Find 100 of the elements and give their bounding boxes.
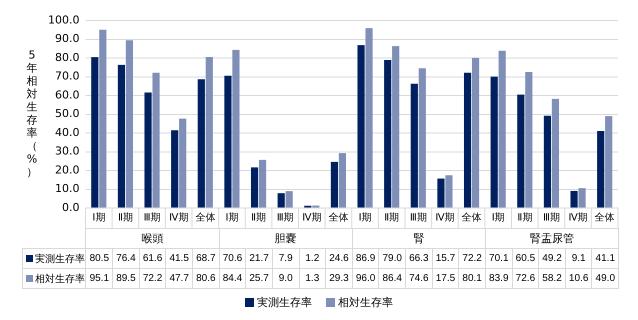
bar bbox=[410, 84, 418, 208]
data-label: 89.5 bbox=[112, 268, 140, 288]
x-tick-label: Ⅳ期 bbox=[302, 212, 322, 224]
x-tick-label: Ⅲ期 bbox=[410, 212, 427, 224]
bar bbox=[198, 79, 205, 208]
text: 5年相対生存率（%） bbox=[26, 48, 38, 179]
x-tick-label: Ⅲ期 bbox=[144, 212, 161, 224]
x-tick-label: Ⅰ期 bbox=[225, 212, 238, 224]
data-label: 80.5 bbox=[86, 248, 113, 268]
bar bbox=[338, 153, 346, 208]
text: 喉頭 bbox=[86, 228, 220, 248]
bar bbox=[179, 118, 186, 208]
bar bbox=[99, 30, 106, 208]
data-label: 9.1 bbox=[565, 248, 592, 268]
data-label: 95.1 bbox=[86, 268, 113, 288]
data-label: 10.6 bbox=[565, 268, 592, 288]
x-tick-label: Ⅰ期 bbox=[492, 212, 505, 224]
legend-label: 実測生存率 bbox=[35, 252, 85, 266]
bar bbox=[498, 50, 506, 208]
text: 実測生存率 bbox=[257, 296, 312, 309]
x-tick-label: 全体 bbox=[594, 212, 615, 224]
data-label: 86.4 bbox=[378, 268, 406, 288]
bar bbox=[357, 45, 365, 208]
bar bbox=[286, 191, 293, 208]
data-label: 96.0 bbox=[352, 268, 379, 288]
bar bbox=[224, 76, 232, 208]
bar bbox=[171, 130, 178, 208]
y-tick-label: 10.0 bbox=[54, 182, 80, 196]
bar bbox=[232, 50, 240, 208]
y-tick-label: 100.0 bbox=[48, 13, 80, 26]
bar bbox=[330, 162, 338, 208]
data-label: 80.6 bbox=[192, 268, 220, 288]
data-label: 84.4 bbox=[219, 268, 246, 288]
y-tick-label: 20.0 bbox=[54, 163, 80, 176]
data-label: 17.5 bbox=[432, 268, 459, 288]
x-tick-label: 全体 bbox=[328, 212, 348, 224]
bar bbox=[605, 116, 612, 208]
x-tick-label: Ⅲ期 bbox=[276, 212, 294, 224]
x-tick-label: Ⅳ期 bbox=[435, 212, 455, 224]
data-label: 1.2 bbox=[299, 248, 326, 268]
x-tick-label: Ⅰ期 bbox=[92, 212, 106, 224]
data-label: 29.3 bbox=[326, 268, 352, 288]
x-tick-label: 全体 bbox=[195, 212, 216, 224]
bar bbox=[437, 178, 445, 208]
x-tick-label: 全体 bbox=[462, 212, 482, 224]
x-tick-label: Ⅳ期 bbox=[169, 212, 188, 224]
y-tick-label: 90.0 bbox=[54, 32, 80, 46]
data-label: 21.7 bbox=[246, 248, 272, 268]
bar bbox=[152, 72, 160, 208]
data-label: 80.1 bbox=[458, 268, 486, 288]
y-tick-label: 0.0 bbox=[62, 200, 80, 214]
bar bbox=[490, 76, 498, 208]
bar bbox=[464, 72, 472, 208]
x-tick-label: Ⅲ期 bbox=[542, 212, 560, 224]
data-label: 15.7 bbox=[432, 248, 459, 268]
data-label: 68.7 bbox=[192, 248, 220, 268]
bar bbox=[525, 72, 532, 208]
bar bbox=[258, 160, 266, 208]
data-label: 66.3 bbox=[406, 248, 432, 268]
text: 相対生存率 bbox=[338, 296, 393, 309]
bar bbox=[418, 68, 426, 208]
data-label: 25.7 bbox=[246, 268, 272, 288]
data-label: 24.6 bbox=[326, 248, 352, 268]
data-label: 49.2 bbox=[538, 248, 566, 268]
data-label: 76.4 bbox=[112, 248, 140, 268]
bar bbox=[91, 57, 98, 208]
data-label: 9.0 bbox=[272, 268, 300, 288]
bar bbox=[384, 60, 392, 208]
data-label: 72.6 bbox=[512, 268, 539, 288]
legend-label: 相対生存率 bbox=[35, 272, 85, 286]
bar bbox=[517, 94, 524, 208]
data-label: 79.0 bbox=[378, 248, 406, 268]
x-tick-label: Ⅱ期 bbox=[251, 212, 266, 224]
bar bbox=[472, 58, 480, 208]
data-label: 72.2 bbox=[458, 248, 486, 268]
text: 腎盂尿管 bbox=[485, 228, 619, 248]
bar bbox=[278, 193, 285, 208]
x-tick-label: Ⅳ期 bbox=[568, 212, 588, 224]
data-label: 61.6 bbox=[139, 248, 166, 268]
bar bbox=[544, 116, 552, 208]
bar bbox=[578, 188, 586, 208]
bar bbox=[144, 92, 152, 208]
data-label: 70.1 bbox=[485, 248, 512, 268]
y-tick-label: 60.0 bbox=[54, 88, 80, 102]
data-label: 86.9 bbox=[352, 248, 379, 268]
x-tick-label: Ⅱ期 bbox=[517, 212, 532, 224]
bar bbox=[126, 40, 134, 208]
data-label: 41.1 bbox=[592, 248, 619, 268]
x-tick-label: Ⅱ期 bbox=[384, 212, 400, 224]
y-tick-label: 50.0 bbox=[54, 107, 80, 120]
data-label: 83.9 bbox=[485, 268, 512, 288]
data-label: 47.7 bbox=[166, 268, 192, 288]
bar bbox=[445, 175, 453, 208]
bar bbox=[392, 46, 400, 208]
y-tick-label: 80.0 bbox=[54, 50, 80, 64]
bar bbox=[597, 130, 604, 208]
data-label: 60.5 bbox=[512, 248, 539, 268]
data-label: 74.6 bbox=[406, 268, 432, 288]
y-tick-label: 30.0 bbox=[54, 144, 80, 158]
y-tick-label: 70.0 bbox=[54, 70, 80, 83]
